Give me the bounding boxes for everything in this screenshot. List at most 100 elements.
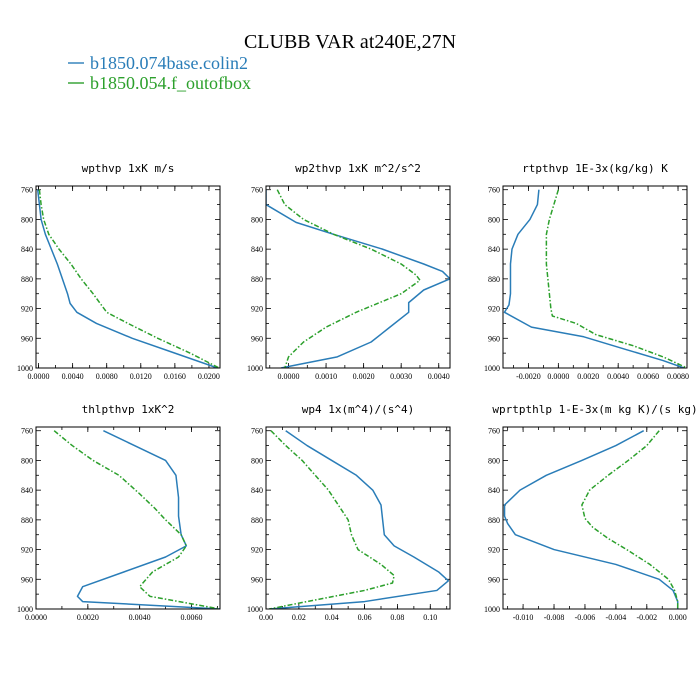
y-tick-label: 800 — [21, 456, 33, 465]
series-line — [76, 430, 220, 609]
legend-entry: b1850.074base.colin2 — [90, 53, 248, 73]
plot-frame — [265, 185, 451, 369]
panel-title: wprtpthlp 1-E-3x(m kg K)/(s kg) — [492, 403, 697, 416]
y-tick-label: 920 — [488, 546, 500, 555]
x-tick-label: 0.08 — [390, 613, 404, 622]
plot-frame — [35, 426, 221, 610]
series-line — [53, 430, 220, 609]
y-tick-label: 840 — [21, 486, 33, 495]
series-line — [276, 189, 421, 368]
panel: rtpthvp 1E-3x(kg/kg) K 760 800 840 880 920 960… — [484, 162, 689, 381]
y-tick-label: 920 — [488, 305, 500, 314]
x-tick-label: 0.0200 — [198, 372, 220, 381]
x-tick-label: 0.0040 — [607, 372, 629, 381]
x-tick-label: 0.0040 — [62, 372, 84, 381]
series-line — [269, 430, 395, 609]
series-line — [38, 189, 220, 368]
y-tick-label: 1000 — [484, 605, 500, 614]
y-tick-label: 1000 — [247, 605, 263, 614]
panel-title: thlpthvp 1xK^2 — [82, 403, 175, 416]
y-tick-label: 840 — [251, 486, 263, 495]
panel: wp4 1x(m^4)/(s^4)76080084088092096010000… — [247, 403, 451, 622]
y-tick-label: 880 — [21, 275, 33, 284]
y-tick-label: 920 — [21, 546, 33, 555]
y-tick-label: 800 — [251, 456, 263, 465]
x-tick-label: 0.0060 — [637, 372, 659, 381]
x-tick-label: 0.0060 — [180, 613, 202, 622]
x-tick-label: 0.0160 — [164, 372, 186, 381]
series-line — [36, 189, 218, 368]
panel-title: wp2thvp 1xK m^2/s^2 — [295, 162, 421, 175]
chart-title: CLUBB VAR at240E,27N — [244, 31, 456, 53]
plot-frame — [502, 426, 688, 610]
series-line — [545, 189, 687, 368]
x-tick-label: 0.0000 — [278, 372, 300, 381]
y-tick-label: 1000 — [484, 364, 500, 373]
x-tick-label: -0.0020 — [516, 372, 541, 381]
x-tick-label: 0.0020 — [577, 372, 599, 381]
x-tick-label: 0.0000 — [25, 613, 47, 622]
y-tick-label: 760 — [488, 186, 500, 195]
x-tick-label: -0.006 — [575, 613, 596, 622]
x-tick-label: 0.0080 — [667, 372, 689, 381]
series-line — [266, 189, 450, 368]
y-tick-label: 800 — [251, 215, 263, 224]
y-tick-label: 960 — [251, 334, 263, 343]
x-tick-label: 0.0020 — [77, 613, 99, 622]
panel: wpthvp 1xK m/s76080084088092096010000.00… — [17, 162, 221, 381]
y-tick-label: 840 — [21, 245, 33, 254]
x-tick-label: 0.0040 — [129, 613, 151, 622]
plot-frame — [35, 185, 221, 369]
y-tick-label: 760 — [21, 427, 33, 436]
x-tick-label: 0.000 — [669, 613, 687, 622]
y-tick-label: 840 — [251, 245, 263, 254]
y-tick-label: 880 — [488, 516, 500, 525]
x-tick-label: 0.0030 — [390, 372, 412, 381]
x-tick-label: -0.004 — [606, 613, 627, 622]
y-tick-label: 1000 — [17, 605, 33, 614]
y-tick-label: 1000 — [247, 364, 263, 373]
y-tick-label: 960 — [488, 334, 500, 343]
x-tick-label: 0.02 — [292, 613, 306, 622]
x-tick-label: 0.00 — [259, 613, 273, 622]
panel-title: wpthvp 1xK m/s — [82, 162, 175, 175]
plot-frame — [265, 426, 451, 610]
x-tick-label: -0.008 — [544, 613, 565, 622]
x-tick-label: 0.0000 — [28, 372, 50, 381]
x-tick-label: 0.0120 — [130, 372, 152, 381]
y-tick-label: 760 — [251, 427, 263, 436]
y-tick-label: 840 — [488, 486, 500, 495]
y-tick-label: 760 — [21, 186, 33, 195]
y-tick-label: 960 — [251, 575, 263, 584]
y-tick-label: 880 — [251, 275, 263, 284]
x-tick-label: 0.04 — [325, 613, 339, 622]
y-tick-label: 880 — [488, 275, 500, 284]
series-line — [581, 430, 679, 609]
y-tick-label: 800 — [488, 456, 500, 465]
y-tick-label: 840 — [488, 245, 500, 254]
x-tick-label: 0.0000 — [547, 372, 569, 381]
y-tick-label: 960 — [21, 575, 33, 584]
y-tick-label: 880 — [251, 516, 263, 525]
x-tick-label: -0.010 — [513, 613, 534, 622]
plot-frame — [502, 185, 688, 369]
panel-title: wp4 1x(m^4)/(s^4) — [302, 403, 415, 416]
y-tick-label: 960 — [21, 334, 33, 343]
y-tick-label: 960 — [488, 575, 500, 584]
y-tick-label: 920 — [251, 305, 263, 314]
y-tick-label: 920 — [251, 546, 263, 555]
x-tick-label: 0.0080 — [96, 372, 118, 381]
series-line — [269, 430, 450, 609]
y-tick-label: 880 — [21, 516, 33, 525]
y-tick-label: 920 — [21, 305, 33, 314]
legend-entry: b1850.054.f_outofbox — [90, 73, 251, 93]
panel-title: rtpthvp 1E-3x(kg/kg) K — [522, 162, 668, 175]
series-line — [503, 430, 679, 609]
panel: wprtpthlp 1-E-3x(m kg K)/(s kg) 760 800 840… — [484, 403, 698, 622]
panel: wp2thvp 1xK m^2/s^2 760 800 840 880 920 960 100… — [247, 162, 451, 381]
x-tick-label: 0.0040 — [428, 372, 450, 381]
y-tick-label: 760 — [251, 186, 263, 195]
y-tick-label: 800 — [21, 215, 33, 224]
